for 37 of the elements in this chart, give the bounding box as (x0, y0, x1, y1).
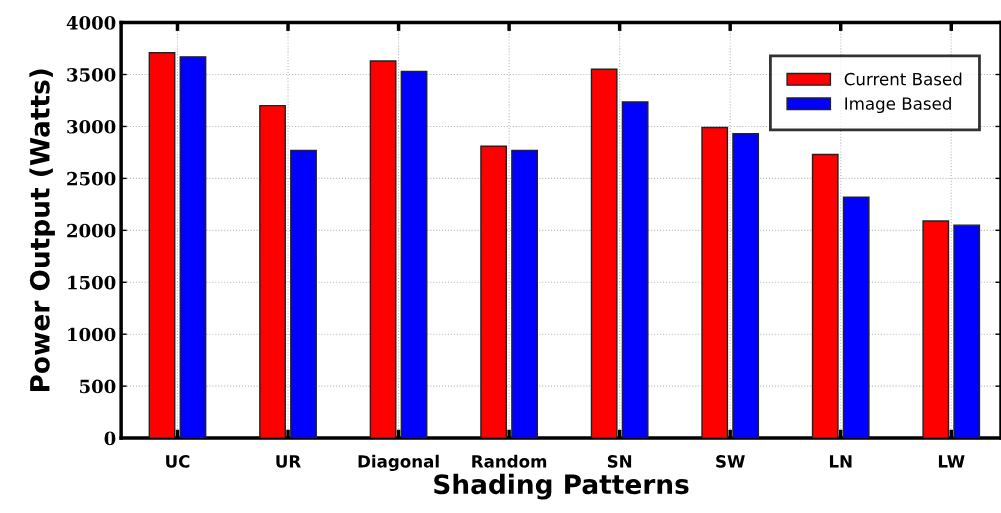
x-axis-title: Shading Patterns (434, 473, 689, 500)
x-tick-label: LN (829, 455, 852, 468)
bar (369, 60, 397, 439)
bar (922, 220, 950, 439)
y-tick-label: 1000 (68, 327, 116, 342)
bar (400, 70, 428, 439)
bar (953, 224, 981, 439)
y-tick-label: 2500 (67, 171, 116, 186)
x-tick-label: SN (607, 455, 632, 468)
bar (511, 149, 538, 439)
bar (701, 126, 729, 439)
bar (732, 133, 760, 439)
bar (621, 101, 649, 439)
y-tick-label: 1500 (68, 275, 116, 290)
y-tick-label: 2000 (67, 223, 116, 238)
bar (148, 52, 176, 439)
x-tick-label: LW (938, 455, 965, 468)
y-tick-label: 4000 (66, 16, 116, 30)
x-tick-label: UR (276, 455, 301, 468)
legend-label: Current Based (844, 72, 962, 86)
y-tick-label: 0 (104, 431, 116, 446)
x-tick-label: Diagonal (358, 454, 439, 472)
bar (842, 196, 870, 439)
bar (290, 149, 317, 439)
y-tick-label: 3500 (67, 67, 116, 82)
x-tick-label: SW (716, 455, 745, 468)
y-tick-label: 3000 (67, 119, 116, 134)
x-tick-label: Random (472, 454, 547, 468)
bar (179, 56, 207, 439)
y-tick-label: 500 (80, 379, 116, 394)
bar (590, 68, 618, 439)
y-axis-title: Power Output (Watts) (29, 69, 55, 392)
bar (811, 153, 839, 439)
x-tick-label: UC (166, 455, 190, 468)
legend-label: Image Based (845, 96, 951, 114)
bar (259, 104, 286, 439)
bar (480, 145, 508, 439)
